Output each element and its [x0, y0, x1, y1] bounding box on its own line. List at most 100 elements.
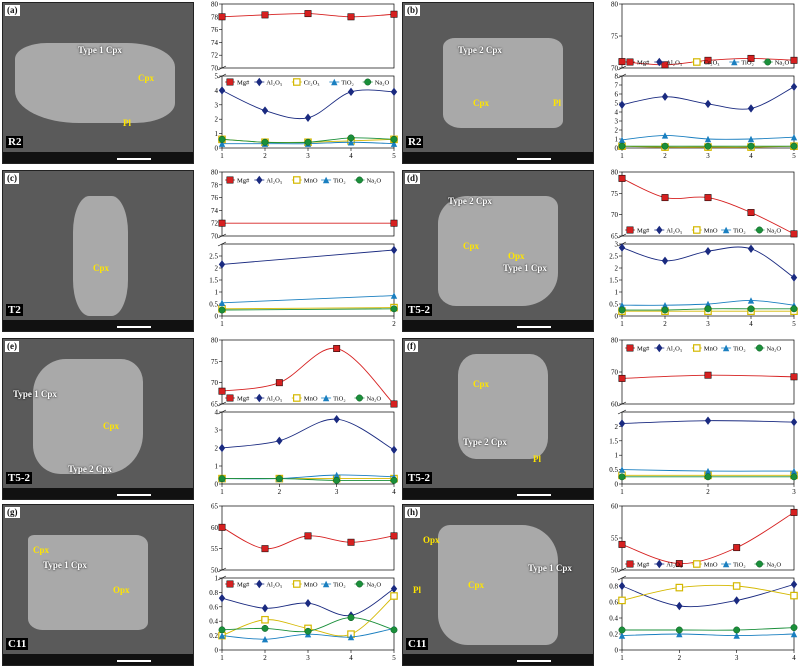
y-tick-label: 4	[615, 109, 619, 117]
legend-marker	[364, 78, 372, 86]
legend-label: Na₂O	[367, 582, 382, 589]
y-tick-label: 2	[215, 445, 219, 453]
data-point	[733, 626, 741, 634]
data-point	[304, 138, 312, 146]
data-point	[790, 580, 798, 589]
data-point	[304, 10, 312, 18]
data-point	[790, 373, 798, 381]
y-tick-label: 1	[215, 130, 219, 138]
data-point	[275, 379, 283, 387]
data-point	[676, 630, 683, 638]
y-tick-label: 70	[211, 233, 219, 241]
y-tick-label: 1	[215, 575, 219, 583]
y-tick-label: 65	[611, 233, 619, 241]
legend-label: TiO₂	[333, 178, 346, 185]
panel-tag: (c)	[5, 173, 19, 184]
panel-e: (e) Type 1 Cpx Cpx Type 2 Cpx T5-2 65 70 75 80 0 1…	[0, 336, 400, 502]
x-tick-label: 3	[706, 320, 710, 328]
y-tick-label: 80	[211, 169, 219, 177]
data-point	[704, 473, 712, 481]
x-tick-label: 1	[620, 320, 624, 328]
data-point	[661, 306, 669, 314]
x-tick-label: 4	[749, 152, 753, 160]
y-tick-label: 2	[215, 116, 219, 124]
data-point	[390, 400, 398, 408]
legend-label: TiO₂	[733, 346, 746, 353]
sem-info-bar	[403, 654, 593, 665]
mineral-label: Pl	[553, 98, 561, 108]
crystal-grain	[438, 196, 558, 306]
sem-info-bar	[3, 320, 193, 331]
scale-bar	[117, 158, 151, 160]
y-tick-label: 76	[211, 194, 219, 202]
x-tick-label: 1	[620, 152, 624, 160]
legend-marker	[626, 560, 634, 568]
data-point	[618, 473, 626, 481]
composition-chart: 65 70 75 80 0 0.5 1 1.5 2 2.5 3 1 2 3 4 5 Mg# Al₂O₃ MnO TiO…	[609, 169, 798, 328]
y-tick-label: 3	[215, 427, 219, 435]
legend-marker	[331, 78, 338, 86]
mineral-label: Type 2 Cpx	[458, 45, 502, 55]
legend-marker	[756, 560, 763, 568]
data-point	[390, 219, 398, 227]
mineral-label: Opx	[423, 535, 440, 545]
legend-label: Na₂O	[375, 80, 390, 87]
panel-c: (c) Cpx T2 70 72 74 76 78 80 0 0.5 1 1.5 2 2.5 1 2 Mg# Al₂…	[0, 168, 400, 334]
legend-label: Na₂O	[367, 178, 382, 185]
data-point	[304, 627, 312, 635]
legend-marker	[731, 58, 738, 66]
data-point	[390, 292, 398, 299]
legend-marker	[256, 393, 263, 403]
legend-marker	[692, 58, 701, 66]
x-tick-label: 5	[392, 654, 396, 662]
mineral-label: Type 2 Cpx	[463, 437, 507, 447]
y-tick-label: 0	[215, 313, 219, 321]
legend-label: Al₂O₃	[266, 178, 282, 185]
series-line-al2o3	[221, 418, 395, 451]
data-point	[390, 135, 398, 143]
legend-label: TiO₂	[733, 562, 746, 569]
sem-info-bar	[3, 654, 193, 665]
data-point	[218, 443, 226, 453]
legend-marker	[656, 225, 663, 235]
data-point	[218, 219, 226, 227]
x-tick-label: 3	[306, 152, 310, 160]
panel-h: (h) Opx Cpx Type 1 Cpx Pl C11 50 55 60 0 0.2 0.4 0.6…	[400, 502, 800, 668]
y-tick-label: 78	[211, 13, 219, 21]
legend-marker	[322, 394, 330, 402]
sample-id: T5-2	[406, 304, 432, 316]
legend-marker	[292, 78, 301, 86]
bse-image: (b) Type 2 Cpx Cpx Pl R2	[402, 2, 594, 164]
mineral-label: Cpx	[138, 73, 155, 83]
series-line-mno	[621, 584, 795, 601]
crystal-grain	[73, 196, 128, 316]
data-point	[675, 583, 684, 592]
bse-image: (f) Cpx Type 2 Cpx Pl T5-2	[402, 338, 594, 500]
y-tick-label: 75	[211, 358, 219, 366]
legend-label: Na₂O	[775, 60, 790, 67]
series-line-mg	[221, 348, 395, 405]
data-point	[333, 476, 341, 484]
y-tick-label: 60	[611, 503, 619, 511]
x-tick-label: 4	[349, 152, 353, 160]
mineral-label: Cpx	[473, 379, 490, 389]
x-tick-label: 5	[792, 320, 796, 328]
data-point	[790, 142, 798, 150]
data-point	[790, 417, 798, 427]
legend-label: Mg#	[637, 346, 650, 353]
legend-marker	[292, 176, 301, 184]
legend-marker	[356, 394, 363, 402]
data-point	[218, 593, 226, 603]
legend-label: MnO	[704, 346, 718, 353]
data-point	[733, 596, 740, 605]
mineral-label: Cpx	[463, 241, 480, 251]
data-point	[390, 532, 398, 540]
y-tick-label: 0.8	[609, 583, 618, 591]
series-line-mg	[621, 512, 795, 565]
y-tick-label: 70	[611, 369, 619, 377]
data-point	[261, 624, 269, 632]
y-tick-label: 5	[615, 100, 619, 108]
x-tick-label: 2	[263, 152, 267, 160]
legend-label: Al₂O₃	[666, 228, 682, 235]
y-tick-label: 0.6	[609, 599, 618, 607]
